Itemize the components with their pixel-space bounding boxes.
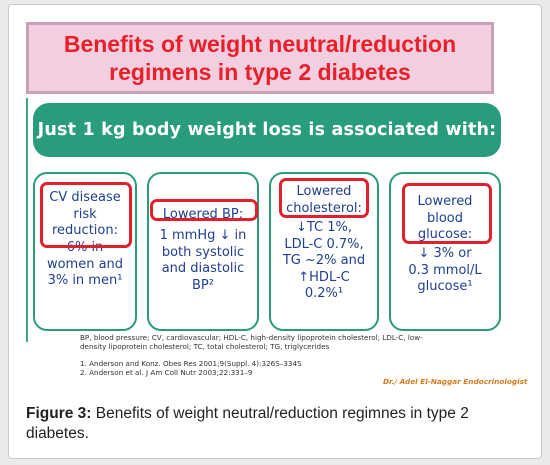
highlight-box-glucose	[402, 183, 492, 244]
card-cholesterol-highlight-text: Lowered cholesterol:	[271, 184, 377, 217]
card-text-line: women and	[46, 256, 124, 272]
slide-title-line-2: regimens in type 2 diabetes	[109, 59, 411, 85]
card-text-line: blood	[426, 210, 464, 226]
card-cv-risk-values: 6% in women and 3% in men¹	[35, 240, 135, 290]
card-text-line: glucose:	[417, 227, 473, 242]
slide-edge-line	[26, 98, 28, 342]
card-text-line: ↑HDL-C	[298, 269, 350, 285]
card-text-line: 3% in men¹	[47, 273, 123, 288]
card-text-line: both systolic	[161, 244, 245, 260]
card-glucose: Lowered blood glucose: ↓ 3% or 0.3 mmol/…	[389, 172, 501, 331]
card-blood-pressure: Lowered BP: 1 mmHg ↓ in both systolic an…	[147, 172, 259, 331]
highlight-box-blood-pressure	[150, 199, 258, 221]
card-text-line: Lowered	[296, 184, 352, 199]
card-glucose-values: ↓ 3% or 0.3 mmol/L glucose¹	[391, 246, 499, 296]
card-text-line: Lowered	[417, 194, 473, 209]
card-text-line: and diastolic	[161, 261, 245, 276]
footnote-reference-1: 1. Anderson and Konz. Obes Res 2001;9(Su…	[80, 359, 302, 368]
card-text-line: BP²	[192, 277, 214, 293]
card-text-line: glucose¹	[417, 279, 473, 294]
card-text-line: CV disease	[49, 190, 121, 205]
footnote-abbreviations-1: BP, blood pressure; CV, cardiovascular; …	[80, 333, 423, 342]
card-text-line: TG ~2% and	[282, 253, 366, 268]
footnote-abbreviations-2: density lipoprotein cholesterol; TC, tot…	[80, 342, 330, 351]
card-cholesterol-values: ↓TC 1%, LDL-C 0.7%, TG ~2% and ↑HDL-C 0.…	[271, 220, 377, 303]
card-text-line: LDL-C 0.7%,	[284, 236, 364, 252]
card-text-line: reduction:	[52, 223, 118, 238]
card-cv-risk-highlight-text: CV disease risk reduction:	[35, 190, 135, 240]
highlight-box-cv-risk	[40, 182, 132, 248]
card-blood-pressure-values: 1 mmHg ↓ in both systolic and diastolic …	[149, 228, 257, 294]
slide-title-line-1: Benefits of weight neutral/reduction	[63, 31, 457, 57]
author-signature: Dr./ Adel El-Naggar Endocrinologist	[383, 377, 528, 386]
card-text-line: ↓TC 1%,	[295, 220, 353, 235]
card-cholesterol: Lowered cholesterol: ↓TC 1%, LDL-C 0.7%,…	[269, 172, 379, 331]
card-text-line: ↓ 3% or	[418, 246, 472, 261]
slide-title-box: Benefits of weight neutral/reduction reg…	[26, 22, 494, 94]
card-text-line: 1 mmHg ↓ in	[159, 228, 247, 243]
slide-banner: Just 1 kg body weight loss is associated…	[33, 103, 501, 157]
card-cv-risk: CV disease risk reduction: 6% in women a…	[33, 172, 137, 331]
card-glucose-highlight-text: Lowered blood glucose:	[391, 194, 499, 244]
card-text-line: 0.2%¹	[304, 286, 344, 301]
figure-caption-label: Figure 3:	[26, 405, 92, 422]
card-text-line: risk	[73, 206, 97, 222]
footnote-reference-2: 2. Anderson et al. J Am Coll Nutr 2003;2…	[80, 368, 253, 377]
card-text-line: 0.3 mmol/L	[408, 262, 482, 278]
figure-caption-text: Benefits of weight neutral/reduction reg…	[26, 405, 469, 442]
highlight-box-cholesterol	[279, 178, 369, 218]
card-text-line: cholesterol:	[286, 200, 362, 216]
figure-caption: Figure 3: Benefits of weight neutral/red…	[26, 404, 526, 444]
